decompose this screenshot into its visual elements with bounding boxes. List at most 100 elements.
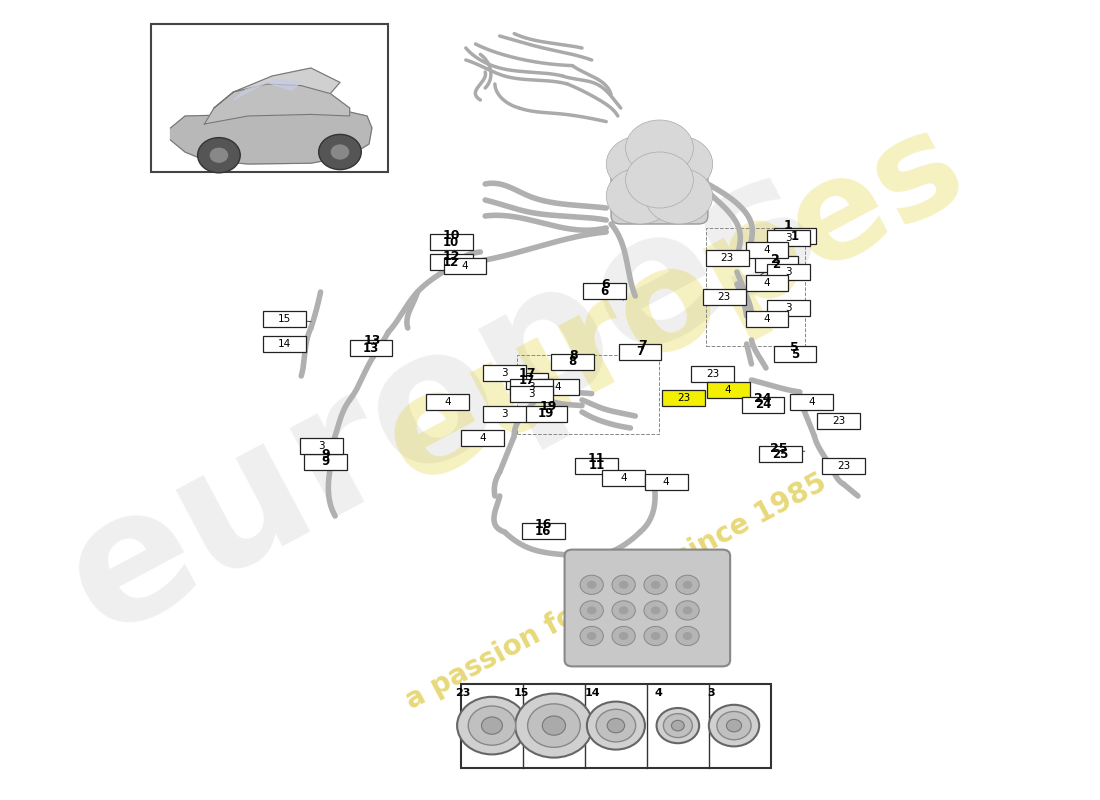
Bar	[767, 230, 810, 246]
Text: 3: 3	[502, 409, 508, 418]
Bar	[522, 523, 564, 539]
Text: 17: 17	[519, 374, 535, 387]
Bar	[645, 474, 688, 490]
Text: 8: 8	[569, 349, 578, 362]
Text: 23: 23	[720, 253, 734, 262]
Bar	[822, 458, 865, 474]
Text: 6: 6	[601, 278, 609, 290]
Bar	[461, 684, 771, 768]
Text: 8: 8	[569, 355, 576, 368]
Text: a passion for parts since 1985: a passion for parts since 1985	[400, 469, 832, 715]
Polygon shape	[170, 112, 372, 164]
Circle shape	[586, 581, 596, 589]
Text: 25: 25	[772, 448, 789, 461]
Circle shape	[586, 606, 596, 614]
Text: 23: 23	[676, 394, 691, 403]
Circle shape	[619, 632, 628, 640]
Circle shape	[651, 606, 660, 614]
Bar	[692, 366, 734, 382]
Text: 14: 14	[278, 339, 292, 349]
Text: 12: 12	[443, 256, 460, 269]
Bar	[706, 250, 748, 266]
Text: 15: 15	[278, 314, 292, 324]
Circle shape	[606, 136, 674, 192]
Text: 4: 4	[808, 397, 815, 406]
Text: 4: 4	[763, 245, 770, 254]
Circle shape	[626, 120, 693, 176]
Text: 10: 10	[442, 229, 460, 242]
Bar	[817, 413, 860, 429]
Bar	[790, 394, 833, 410]
Text: 7: 7	[636, 346, 645, 358]
Circle shape	[644, 575, 668, 594]
Text: 23: 23	[717, 292, 732, 302]
Text: 4: 4	[478, 434, 485, 443]
Circle shape	[717, 711, 751, 740]
Bar	[583, 283, 626, 299]
Circle shape	[644, 626, 668, 646]
Bar	[662, 390, 705, 406]
Text: 4: 4	[725, 385, 732, 394]
Circle shape	[580, 575, 603, 594]
Text: 13: 13	[363, 342, 379, 354]
Text: 5: 5	[790, 341, 799, 354]
Text: 16: 16	[535, 525, 551, 538]
Text: 3: 3	[528, 382, 535, 392]
Bar	[151, 24, 388, 172]
Text: 3: 3	[785, 303, 792, 313]
Text: 23: 23	[837, 461, 850, 470]
Polygon shape	[205, 84, 350, 124]
Circle shape	[542, 716, 565, 735]
Text: 4: 4	[462, 262, 469, 271]
Bar	[759, 446, 802, 462]
Circle shape	[330, 144, 350, 160]
Text: 24: 24	[755, 392, 772, 405]
Bar	[746, 275, 789, 291]
Text: 17: 17	[518, 367, 536, 380]
Bar	[575, 458, 618, 474]
Bar	[707, 382, 749, 398]
Text: 16: 16	[535, 518, 552, 531]
Circle shape	[319, 134, 361, 170]
Text: 13: 13	[363, 334, 381, 347]
Text: 6: 6	[601, 285, 608, 298]
Bar	[517, 355, 660, 434]
Bar	[767, 264, 810, 280]
Circle shape	[645, 136, 713, 192]
Circle shape	[675, 626, 700, 646]
Text: 10: 10	[443, 236, 460, 249]
Text: 3: 3	[502, 368, 508, 378]
Text: 4: 4	[554, 382, 561, 392]
Text: 3: 3	[785, 233, 792, 242]
Text: 3: 3	[707, 688, 715, 698]
Text: 7: 7	[638, 339, 647, 352]
Text: 3: 3	[318, 442, 324, 451]
Bar	[430, 254, 473, 270]
Text: 9: 9	[321, 448, 330, 461]
Circle shape	[651, 581, 660, 589]
Bar	[264, 336, 306, 352]
Bar	[264, 311, 306, 327]
Circle shape	[458, 697, 527, 754]
Text: 4: 4	[763, 314, 770, 324]
Circle shape	[644, 601, 668, 620]
Bar	[746, 242, 789, 258]
Polygon shape	[214, 68, 340, 108]
Text: 2: 2	[771, 253, 780, 266]
Text: 25: 25	[770, 442, 788, 454]
Text: 1: 1	[791, 230, 799, 242]
Text: europes: europes	[37, 129, 846, 671]
Text: 24: 24	[755, 398, 771, 411]
Circle shape	[675, 575, 700, 594]
Bar	[510, 386, 553, 402]
Circle shape	[612, 575, 636, 594]
Text: europes: europes	[363, 96, 986, 512]
Bar	[773, 228, 816, 244]
Text: 9: 9	[321, 455, 330, 468]
Text: 2: 2	[772, 258, 781, 270]
Bar	[304, 454, 346, 470]
Text: 15: 15	[514, 688, 529, 698]
Circle shape	[198, 138, 240, 173]
Text: 4: 4	[620, 473, 627, 482]
Bar	[603, 470, 645, 486]
